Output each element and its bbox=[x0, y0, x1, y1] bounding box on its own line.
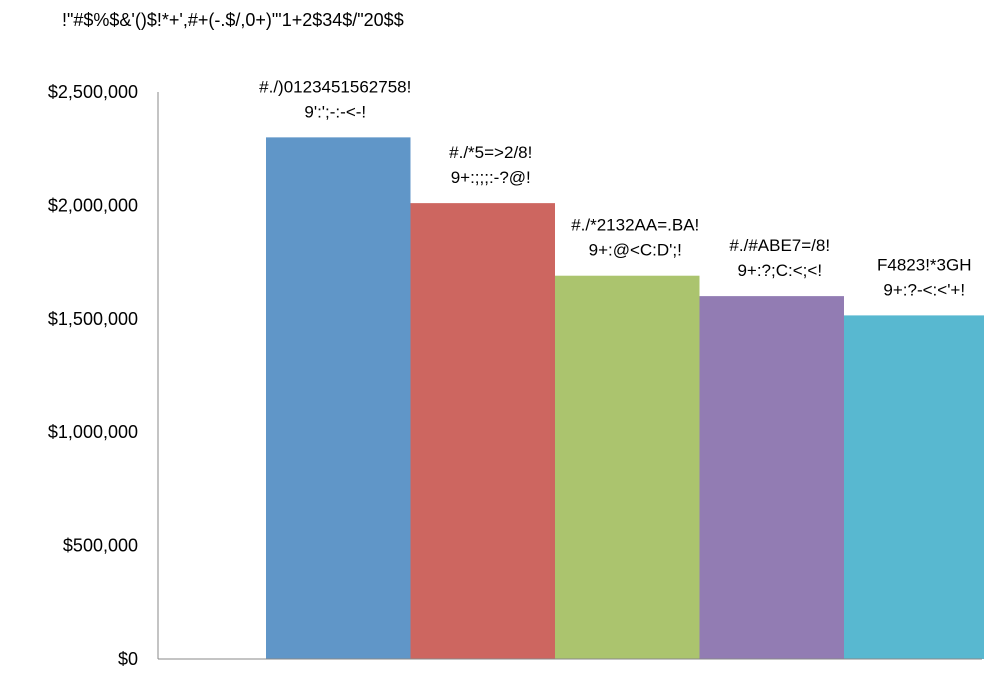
bar bbox=[410, 203, 555, 659]
bar-value-label: 9':';-:-<-! bbox=[304, 102, 366, 121]
bar-category-label: #./)0123451562758! bbox=[259, 77, 411, 96]
y-axis: $0 $500,000 $1,000,000 $1,500,000 $2,000,000… bbox=[48, 82, 138, 669]
y-tick-label: $2,000,000 bbox=[48, 195, 138, 215]
bar-value-label: 9+:?-<:<'+! bbox=[883, 280, 965, 299]
bar bbox=[555, 275, 700, 659]
bar-value-label: 9+:?;C:<;<! bbox=[737, 261, 822, 280]
bar bbox=[266, 137, 411, 660]
bar-category-label: #./#ABE7=/8! bbox=[729, 236, 830, 255]
bar-value-label: 9+:;;;:-?@! bbox=[451, 168, 531, 187]
y-tick-label: $500,000 bbox=[63, 536, 138, 556]
y-tick-label: $0 bbox=[118, 649, 138, 669]
bar-value-label: 9+:@<C:D';! bbox=[589, 241, 682, 260]
data-labels: #./)0123451562758! 9':';-:-<-! #./*5=>2/8!… bbox=[259, 77, 971, 299]
bar-series bbox=[266, 137, 984, 660]
bar-category-label: #./*5=>2/8! bbox=[449, 143, 532, 162]
y-tick-label: $1,000,000 bbox=[48, 422, 138, 442]
bar bbox=[844, 315, 984, 659]
chart-title: !"#$%$&'()$!*+',#+(-.$/,0+)"'1+2$34$/"20… bbox=[62, 10, 404, 30]
bar-category-label: F4823!*3GH bbox=[877, 255, 972, 274]
bar-category-label: #./*2132AA=.BA! bbox=[571, 216, 699, 235]
y-tick-label: $2,500,000 bbox=[48, 82, 138, 102]
bar bbox=[699, 296, 844, 659]
y-tick-label: $1,500,000 bbox=[48, 309, 138, 329]
